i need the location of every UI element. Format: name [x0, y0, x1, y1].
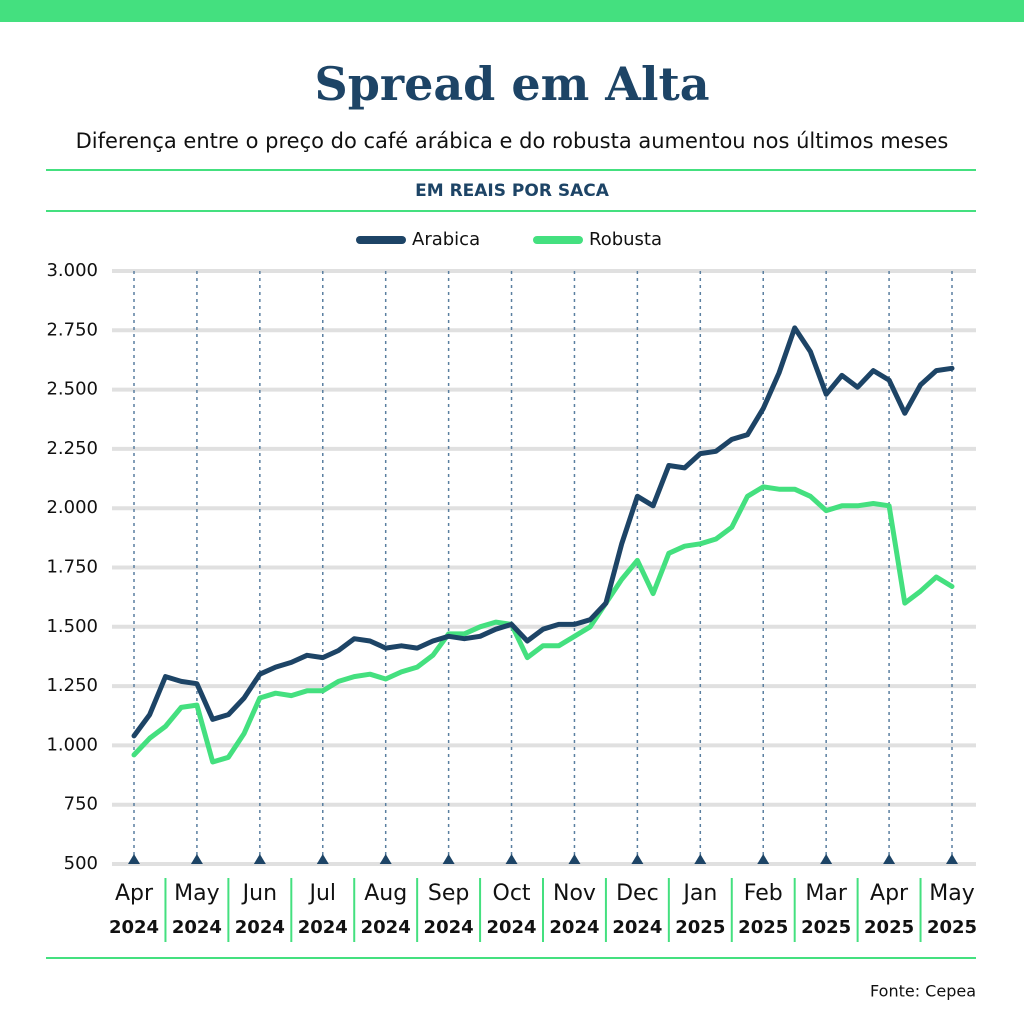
y-tick-label: 2.250 [46, 438, 98, 459]
x-tick-label: Dec [616, 881, 659, 906]
x-tick-label: May [174, 881, 219, 906]
x-tick-marker [316, 854, 329, 864]
x-tick-label: Apr [870, 881, 909, 906]
line-series [131, 484, 955, 765]
y-tick-label: 3.000 [46, 260, 98, 281]
x-tick-year: 2024 [172, 917, 222, 938]
y-tick-label: 1.000 [46, 734, 98, 755]
x-tick-label: Oct [493, 881, 531, 906]
x-tick-marker [505, 854, 518, 864]
x-tick-label: Aug [364, 881, 407, 906]
x-tick-year: 2024 [486, 917, 536, 938]
y-tick-label: 1.500 [46, 616, 98, 637]
y-tick-label: 2.500 [46, 379, 98, 400]
x-tick-year: 2025 [738, 917, 788, 938]
x-tick-marker [253, 854, 266, 864]
x-tick-year: 2024 [109, 917, 159, 938]
x-tick-marker [946, 854, 958, 864]
x-tick-label: Jan [681, 881, 717, 906]
x-tick-label: Jul [307, 881, 336, 906]
y-tick-label: 1.250 [46, 675, 98, 696]
x-tick-marker [694, 854, 707, 864]
legend-label: Robusta [589, 229, 662, 250]
line-series [131, 325, 955, 739]
x-tick-label: Nov [553, 881, 596, 906]
x-tick-marker [631, 854, 644, 864]
chart-subtitle: Diferença entre o preço do café arábica … [76, 129, 949, 153]
x-tick-year: 2024 [424, 917, 474, 938]
x-tick-year: 2025 [675, 917, 725, 938]
legend-label: Arabica [412, 229, 480, 250]
y-tick-label: 1.750 [46, 557, 98, 578]
source: Fonte: Cepea [870, 982, 976, 1001]
x-tick-year: 2024 [298, 917, 348, 938]
y-tick-label: 750 [64, 794, 98, 815]
y-tick-label: 2.000 [46, 497, 98, 518]
x-tick-year: 2024 [235, 917, 285, 938]
x-tick-label: Apr [115, 881, 154, 906]
x-tick-marker [190, 854, 203, 864]
top-bar [0, 0, 1024, 22]
x-tick-label: Jun [241, 881, 277, 906]
x-tick-marker [757, 854, 770, 864]
y-tick-label: 2.750 [46, 319, 98, 340]
x-tick-year: 2024 [612, 917, 662, 938]
x-tick-label: May [929, 881, 974, 906]
x-tick-marker [820, 854, 833, 864]
y-tick-label: 500 [64, 853, 98, 874]
x-tick-year: 2024 [549, 917, 599, 938]
x-tick-label: Feb [744, 881, 783, 906]
x-tick-marker [379, 854, 392, 864]
x-tick-marker [442, 854, 455, 864]
x-tick-marker [128, 854, 140, 864]
x-tick-label: Mar [805, 881, 847, 906]
chart-title: Spread em Alta [314, 57, 709, 111]
x-tick-label: Sep [428, 881, 469, 906]
x-tick-year: 2025 [864, 917, 914, 938]
x-tick-marker [883, 854, 896, 864]
x-tick-year: 2025 [927, 917, 977, 938]
x-tick-marker [568, 854, 581, 864]
x-tick-year: 2025 [801, 917, 851, 938]
x-tick-year: 2024 [361, 917, 411, 938]
y-axis-label: EM REAIS POR SACA [415, 181, 610, 201]
